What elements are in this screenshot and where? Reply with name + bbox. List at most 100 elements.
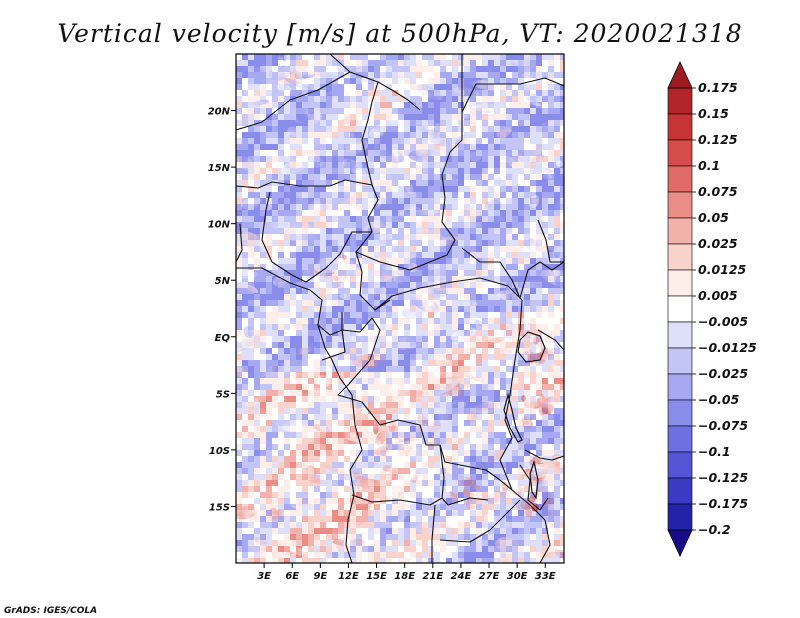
field-cell [254,306,260,312]
field-cell [404,222,410,228]
field-cell [542,378,548,384]
field-cell [374,234,380,240]
field-cell [236,504,242,510]
field-cell [248,426,254,432]
field-cell [416,198,422,204]
field-cell [344,108,350,114]
field-cell [554,60,560,66]
field-cell [278,252,284,258]
field-cell [500,210,506,216]
field-cell [422,432,428,438]
field-cell [398,396,404,402]
field-cell [278,390,284,396]
field-cell [494,288,500,294]
field-cell [458,120,464,126]
field-cell [488,276,494,282]
field-cell [404,552,410,558]
field-cell [266,456,272,462]
field-cell [344,96,350,102]
field-cell [482,180,488,186]
field-cell [296,336,302,342]
field-cell [296,252,302,258]
field-cell [284,438,290,444]
field-cell [512,168,518,174]
field-cell [320,156,326,162]
field-cell [500,456,506,462]
field-cell [428,504,434,510]
field-cell [338,258,344,264]
field-cell [320,450,326,456]
field-cell [374,366,380,372]
field-cell [470,552,476,558]
field-cell [530,162,536,168]
field-cell [488,378,494,384]
field-cell [374,90,380,96]
field-cell [440,306,446,312]
field-cell [404,480,410,486]
field-cell [248,168,254,174]
field-cell [422,102,428,108]
field-cell [332,222,338,228]
field-cell [500,246,506,252]
field-cell [398,354,404,360]
field-cell [428,450,434,456]
field-cell [488,294,494,300]
field-cell [548,522,554,528]
field-cell [422,192,428,198]
field-cell [302,330,308,336]
field-cell [260,312,266,318]
field-cell [314,408,320,414]
field-cell [542,228,548,234]
field-cell [416,276,422,282]
field-cell [380,318,386,324]
field-cell [494,462,500,468]
field-cell [236,378,242,384]
field-cell [368,528,374,534]
field-cell [266,306,272,312]
field-cell [326,480,332,486]
field-cell [560,186,564,192]
field-cell [422,198,428,204]
field-patch [436,524,459,543]
field-cell [470,168,476,174]
field-cell [320,222,326,228]
field-cell [500,174,506,180]
field-cell [332,114,338,120]
field-cell [344,390,350,396]
field-cell [458,84,464,90]
field-cell [368,348,374,354]
field-cell [500,204,506,210]
field-cell [332,462,338,468]
field-cell [338,210,344,216]
field-cell [524,366,530,372]
field-cell [560,228,564,234]
field-cell [536,138,542,144]
field-cell [476,246,482,252]
field-cell [482,342,488,348]
field-cell [332,516,338,522]
field-cell [428,402,434,408]
field-cell [302,126,308,132]
field-cell [404,126,410,132]
field-cell [422,516,428,522]
field-cell [380,252,386,258]
field-cell [506,90,512,96]
field-cell [488,162,494,168]
field-cell [296,204,302,210]
field-cell [290,474,296,480]
field-cell [446,72,452,78]
field-cell [542,108,548,114]
field-cell [548,318,554,324]
field-cell [446,162,452,168]
field-patch [399,54,416,65]
field-cell [284,60,290,66]
field-cell [386,138,392,144]
field-cell [476,444,482,450]
field-cell [416,462,422,468]
field-cell [338,450,344,456]
field-cell [494,210,500,216]
field-cell [506,66,512,72]
field-patch [416,84,443,101]
field-cell [350,390,356,396]
field-cell [518,288,524,294]
